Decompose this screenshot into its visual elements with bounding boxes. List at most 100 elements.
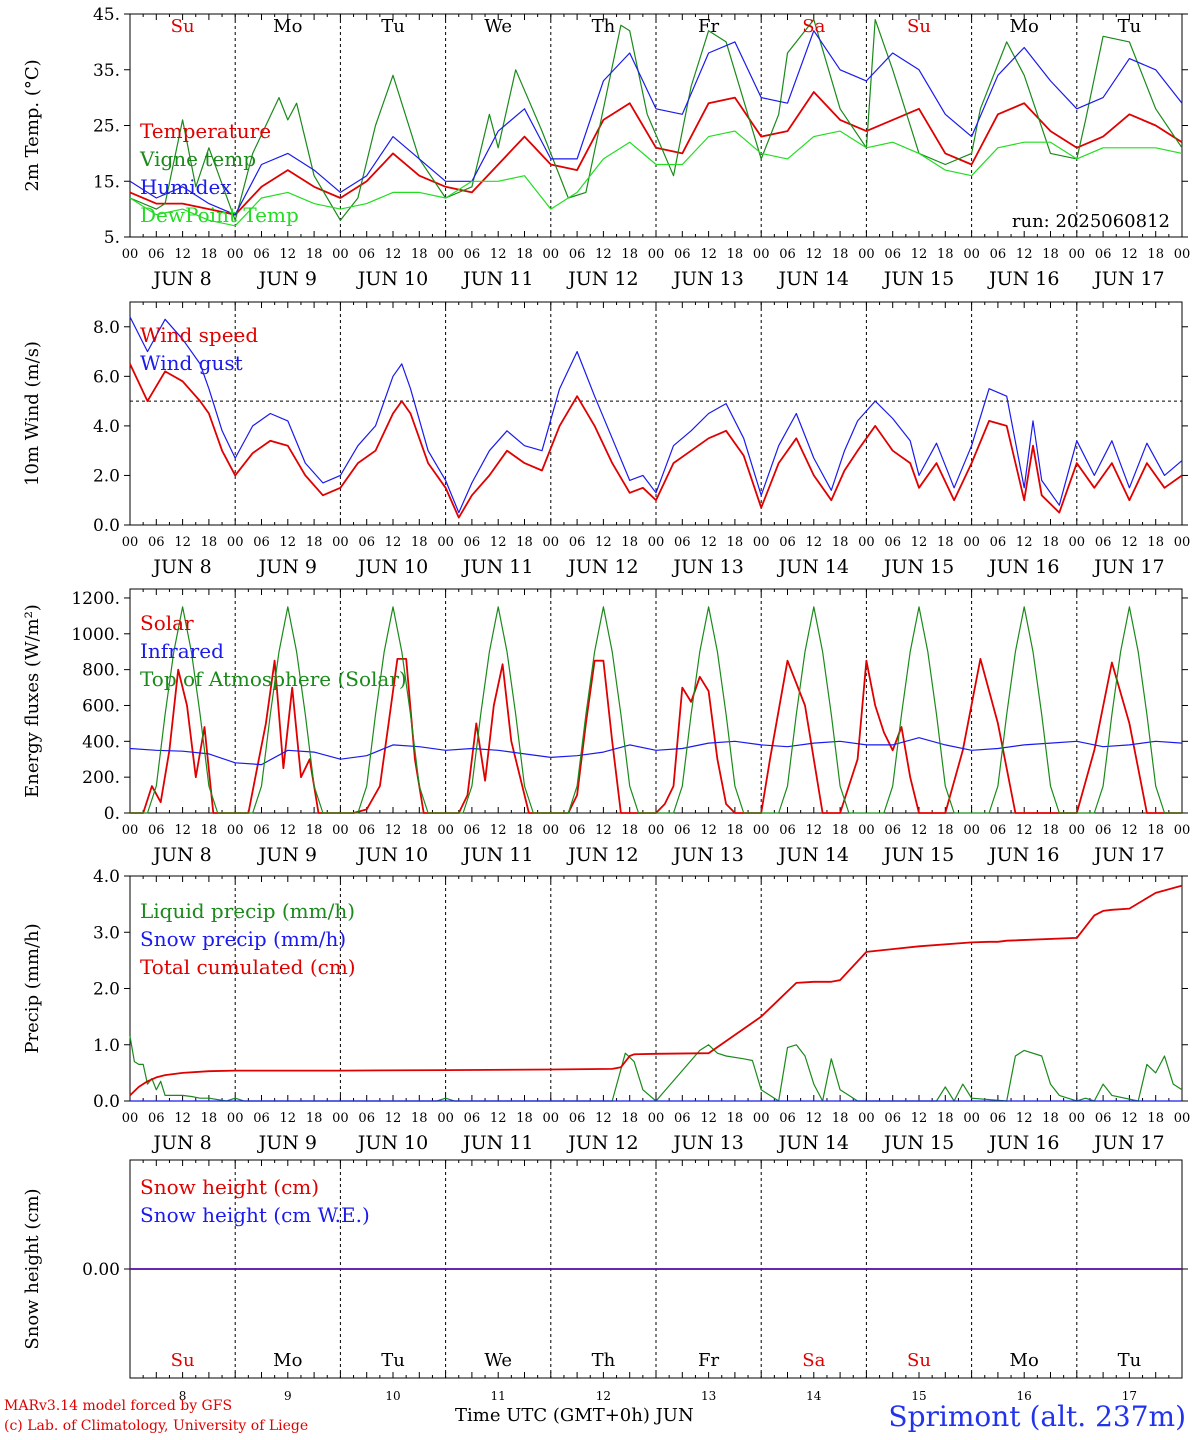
hour-tick-label: 12 [490, 247, 507, 262]
hour-tick-label: 18 [1147, 823, 1164, 838]
series-line-top-of-atmosphere-solar- [130, 606, 1182, 814]
hour-tick-label: 06 [148, 535, 165, 550]
hour-tick-label: 06 [253, 823, 270, 838]
hour-tick-label: 06 [358, 535, 375, 550]
hour-tick-label: 18 [621, 1111, 638, 1126]
hour-tick-label: 00 [227, 823, 244, 838]
hour-tick-label: 18 [1042, 247, 1059, 262]
y-tick-label: 8.0 [93, 318, 120, 338]
hour-tick-label: 06 [779, 247, 796, 262]
weekday-label: We [484, 16, 512, 37]
hour-tick-label: 12 [490, 535, 507, 550]
legend-entry: Total cumulated (cm) [140, 955, 356, 979]
date-label: JUN 12 [566, 844, 638, 866]
series-line-humidex [129, 30, 1183, 216]
hour-tick-label: 06 [358, 823, 375, 838]
hour-tick-label: 06 [674, 1111, 691, 1126]
hour-tick-label: 18 [201, 1111, 218, 1126]
date-label: JUN 15 [882, 268, 954, 290]
hour-tick-label: 12 [280, 247, 297, 262]
hour-tick-label: 00 [1069, 823, 1086, 838]
legend-entry: Solar [140, 611, 194, 635]
hour-tick-label: 00 [1174, 247, 1191, 262]
hour-tick-label: 00 [1174, 535, 1191, 550]
hour-tick-label: 18 [411, 247, 428, 262]
hour-tick-label: 06 [148, 247, 165, 262]
y-tick-label: 2.0 [93, 466, 120, 486]
date-label: JUN 10 [356, 844, 428, 866]
date-label: JUN 16 [987, 844, 1059, 866]
model-credit: MARv3.14 model forced by GFS [4, 1398, 233, 1414]
hour-tick-label: 12 [911, 823, 928, 838]
hour-tick-label: 18 [516, 247, 533, 262]
date-label: JUN 10 [356, 1132, 428, 1154]
hour-tick-label: 12 [700, 823, 717, 838]
hour-tick-label: 06 [464, 823, 481, 838]
hour-tick-label: 18 [727, 1111, 744, 1126]
date-label: JUN 17 [1092, 844, 1164, 866]
weekday-label: Su [171, 16, 195, 37]
date-label: JUN 8 [151, 844, 211, 866]
day-number-label: 11 [491, 1389, 506, 1403]
y-tick-label: 3.0 [93, 923, 120, 943]
legend-entry: Wind speed [140, 323, 258, 347]
y-tick-label: 1200. [71, 589, 120, 609]
run-annotation: run: 2025060812 [1012, 211, 1170, 232]
hour-tick-label: 12 [1121, 247, 1138, 262]
hour-tick-label: 00 [963, 823, 980, 838]
hour-tick-label: 06 [148, 1111, 165, 1126]
y-tick-label: 0.00 [82, 1260, 120, 1280]
y-axis-label: Snow height (cm) [22, 1188, 43, 1349]
y-tick-label: 1000. [71, 625, 120, 645]
hour-tick-label: 12 [806, 1111, 823, 1126]
hour-tick-label: 12 [1121, 1111, 1138, 1126]
weekday-label: Th [592, 16, 616, 37]
hour-tick-label: 00 [543, 823, 560, 838]
series-line-wind-gust [129, 316, 1183, 514]
hour-tick-label: 12 [911, 535, 928, 550]
hour-tick-label: 00 [227, 535, 244, 550]
y-tick-label: 45. [93, 5, 120, 25]
legend-entry: Snow precip (mm/h) [140, 927, 346, 951]
hour-tick-label: 18 [411, 1111, 428, 1126]
y-tick-label: 4.0 [93, 417, 120, 437]
hour-tick-label: 00 [437, 535, 454, 550]
legend-entry: Top of Atmosphere (Solar) [140, 667, 407, 691]
weekday-label: Su [907, 1350, 931, 1371]
hour-tick-label: 12 [595, 247, 612, 262]
plot-frame [129, 588, 1183, 814]
weekday-label: Th [592, 1350, 616, 1371]
date-label: JUN 9 [257, 556, 317, 578]
date-label: JUN 9 [257, 844, 317, 866]
legend-entry: Wind gust [140, 351, 243, 375]
legend-entry: Liquid precip (mm/h) [140, 899, 355, 923]
date-label: JUN 14 [777, 1132, 849, 1154]
date-label: JUN 13 [671, 1132, 743, 1154]
hour-tick-label: 00 [963, 1111, 980, 1126]
hour-tick-label: 12 [911, 1111, 928, 1126]
hour-tick-label: 06 [990, 823, 1007, 838]
date-label: JUN 15 [882, 1132, 954, 1154]
hour-tick-label: 06 [253, 247, 270, 262]
hour-tick-label: 00 [753, 247, 770, 262]
hour-tick-label: 06 [253, 1111, 270, 1126]
hour-tick-label: 00 [858, 1111, 875, 1126]
date-label: JUN 12 [566, 556, 638, 578]
legend-entry: Humidex [140, 175, 232, 199]
day-number-label: 16 [1017, 1389, 1032, 1403]
hour-tick-label: 18 [937, 1111, 954, 1126]
y-axis-label: Energy fluxes (W/m²) [22, 604, 43, 798]
hour-tick-label: 06 [674, 535, 691, 550]
hour-tick-label: 12 [700, 1111, 717, 1126]
hour-tick-label: 12 [280, 1111, 297, 1126]
series-line-total-cumulated-cm- [129, 884, 1183, 1097]
hour-tick-label: 12 [490, 1111, 507, 1126]
hour-tick-label: 12 [1016, 1111, 1033, 1126]
date-label: JUN 16 [987, 556, 1059, 578]
hour-tick-label: 12 [1121, 823, 1138, 838]
series-line-solar [130, 658, 1182, 814]
weekday-label: Mo [1010, 1350, 1039, 1371]
date-label: JUN 8 [151, 268, 211, 290]
y-tick-label: 600. [82, 696, 120, 716]
hour-tick-label: 18 [306, 535, 323, 550]
